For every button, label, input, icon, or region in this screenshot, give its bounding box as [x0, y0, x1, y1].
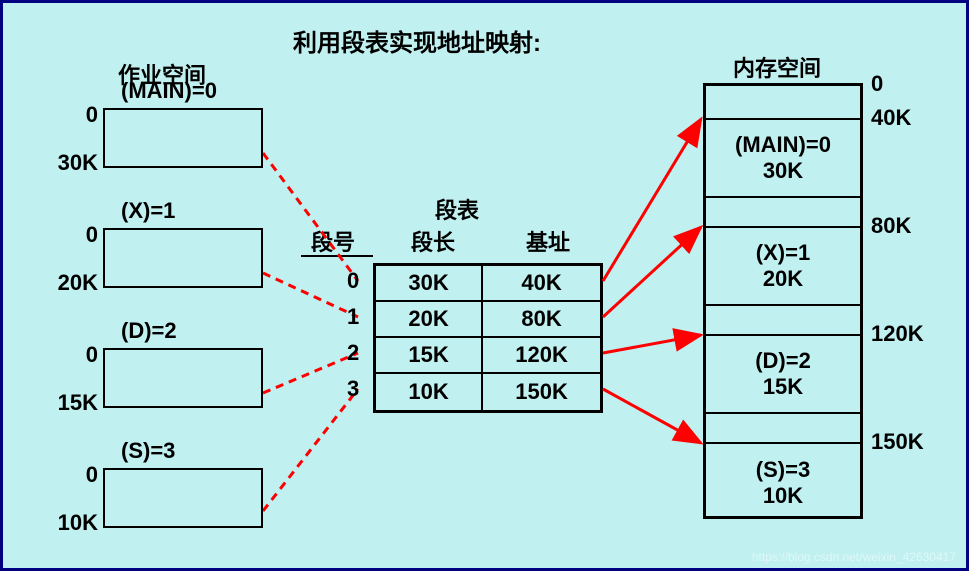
- memory-address-label: 120K: [871, 321, 924, 347]
- arrow-connector: [603, 335, 701, 353]
- diagram-canvas: 利用段表实现地址映射: 作业空间 段表 内存空间 段号 段长 基址 30K40K…: [0, 0, 969, 571]
- job-box-name: (X)=1: [121, 198, 175, 224]
- memory-box: (MAIN)=030K (X)=120K (D)=215K (S)=310K: [703, 83, 863, 519]
- job-box: [103, 108, 263, 168]
- seg-cell-len: 15K: [376, 338, 483, 374]
- memory-cell: (D)=215K: [706, 336, 860, 414]
- job-box-bottom-label: 10K: [33, 510, 98, 536]
- dashed-connector: [263, 273, 358, 317]
- memory-cell-line: 10K: [763, 483, 803, 509]
- job-box-bottom-label: 15K: [33, 390, 98, 416]
- dashed-connector: [263, 353, 358, 393]
- seg-cell-base: 150K: [483, 374, 600, 410]
- dashed-connector: [263, 389, 358, 511]
- memory-cell-line: (S)=3: [756, 457, 810, 483]
- memory-cell-line: 30K: [763, 158, 803, 184]
- seg-cell-base: 40K: [483, 266, 600, 302]
- memory-cell-line: (D)=2: [755, 348, 811, 374]
- memory-address-label: 80K: [871, 213, 911, 239]
- memory-address-label: 40K: [871, 105, 911, 131]
- arrow-connector: [603, 389, 701, 443]
- memory-cell: [706, 414, 860, 444]
- seg-cell-base: 120K: [483, 338, 600, 374]
- memory-heading: 内存空间: [733, 51, 821, 83]
- job-box: [103, 348, 263, 408]
- arrow-connector: [603, 227, 701, 317]
- memory-cell-line: 15K: [763, 374, 803, 400]
- seg-row: 30K40K: [376, 266, 600, 302]
- job-box-top-label: 0: [48, 462, 98, 488]
- watermark: https://blog.csdn.net/weixin_42630417: [752, 550, 956, 564]
- job-box-name: (MAIN)=0: [121, 78, 217, 104]
- memory-cell-line: (MAIN)=0: [735, 132, 831, 158]
- seg-cell-base: 80K: [483, 302, 600, 338]
- seg-row: 15K120K: [376, 338, 600, 374]
- memory-cell: (X)=120K: [706, 228, 860, 306]
- seg-cell-len: 10K: [376, 374, 483, 410]
- memory-cell: [706, 198, 860, 228]
- job-box-top-label: 0: [48, 342, 98, 368]
- memory-cell: (S)=310K: [706, 444, 860, 522]
- seg-cell-len: 20K: [376, 302, 483, 338]
- seg-row-index: 3: [347, 376, 359, 402]
- seg-table-heading: 段表: [435, 193, 479, 225]
- job-box-top-label: 0: [48, 102, 98, 128]
- seg-row-index: 1: [347, 304, 359, 330]
- seg-row-index: 0: [347, 268, 359, 294]
- memory-address-label: 150K: [871, 429, 924, 455]
- dashed-connector: [263, 153, 358, 281]
- memory-cell-line: (X)=1: [756, 240, 810, 266]
- seg-row-index: 2: [347, 340, 359, 366]
- memory-address-label: 0: [871, 71, 883, 97]
- job-box: [103, 468, 263, 528]
- seg-table: 30K40K20K80K15K120K10K150K: [373, 263, 603, 413]
- job-box-name: (S)=3: [121, 438, 175, 464]
- seg-col-idx: 段号: [303, 225, 363, 257]
- seg-row: 20K80K: [376, 302, 600, 338]
- memory-cell: [706, 86, 860, 120]
- memory-cell: (MAIN)=030K: [706, 120, 860, 198]
- seg-col-base: 基址: [498, 225, 598, 257]
- job-box-name: (D)=2: [121, 318, 177, 344]
- job-box-bottom-label: 20K: [33, 270, 98, 296]
- seg-col-len: 段长: [383, 225, 483, 257]
- seg-row: 10K150K: [376, 374, 600, 410]
- memory-cell-line: 20K: [763, 266, 803, 292]
- memory-cell: [706, 306, 860, 336]
- seg-cell-len: 30K: [376, 266, 483, 302]
- diagram-title: 利用段表实现地址映射:: [293, 23, 541, 58]
- job-box: [103, 228, 263, 288]
- job-box-top-label: 0: [48, 222, 98, 248]
- arrow-connector: [603, 119, 701, 281]
- seg-col-idx-underline: [301, 255, 373, 257]
- job-box-bottom-label: 30K: [33, 150, 98, 176]
